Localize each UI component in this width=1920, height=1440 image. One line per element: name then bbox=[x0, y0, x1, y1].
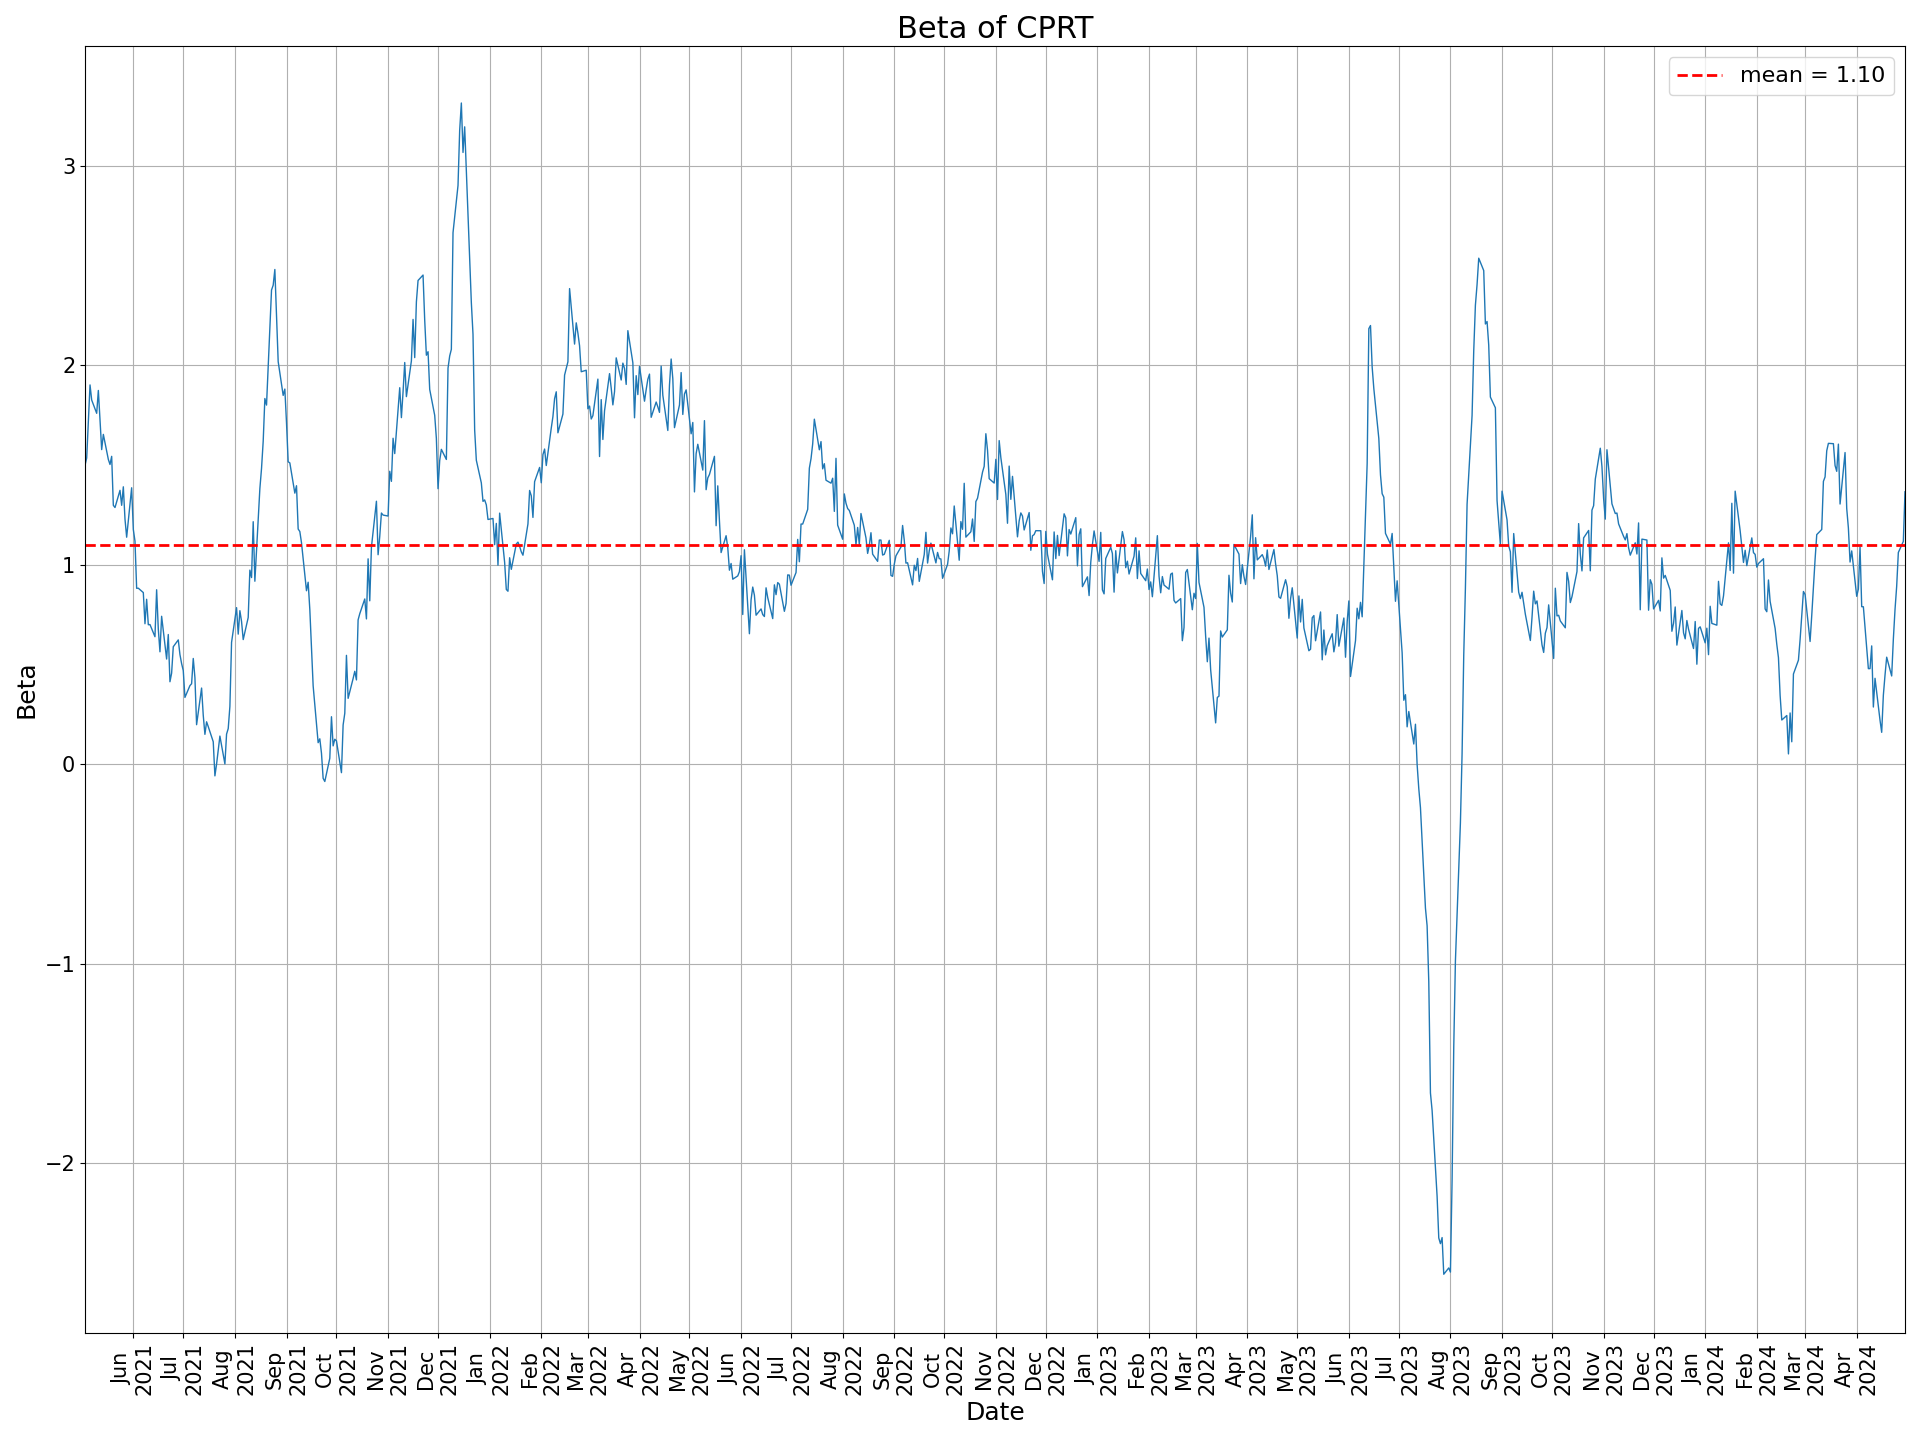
Legend: mean = 1.10: mean = 1.10 bbox=[1668, 58, 1893, 95]
Y-axis label: Beta: Beta bbox=[15, 661, 38, 719]
X-axis label: Date: Date bbox=[966, 1401, 1025, 1426]
Title: Beta of CPRT: Beta of CPRT bbox=[897, 14, 1092, 45]
